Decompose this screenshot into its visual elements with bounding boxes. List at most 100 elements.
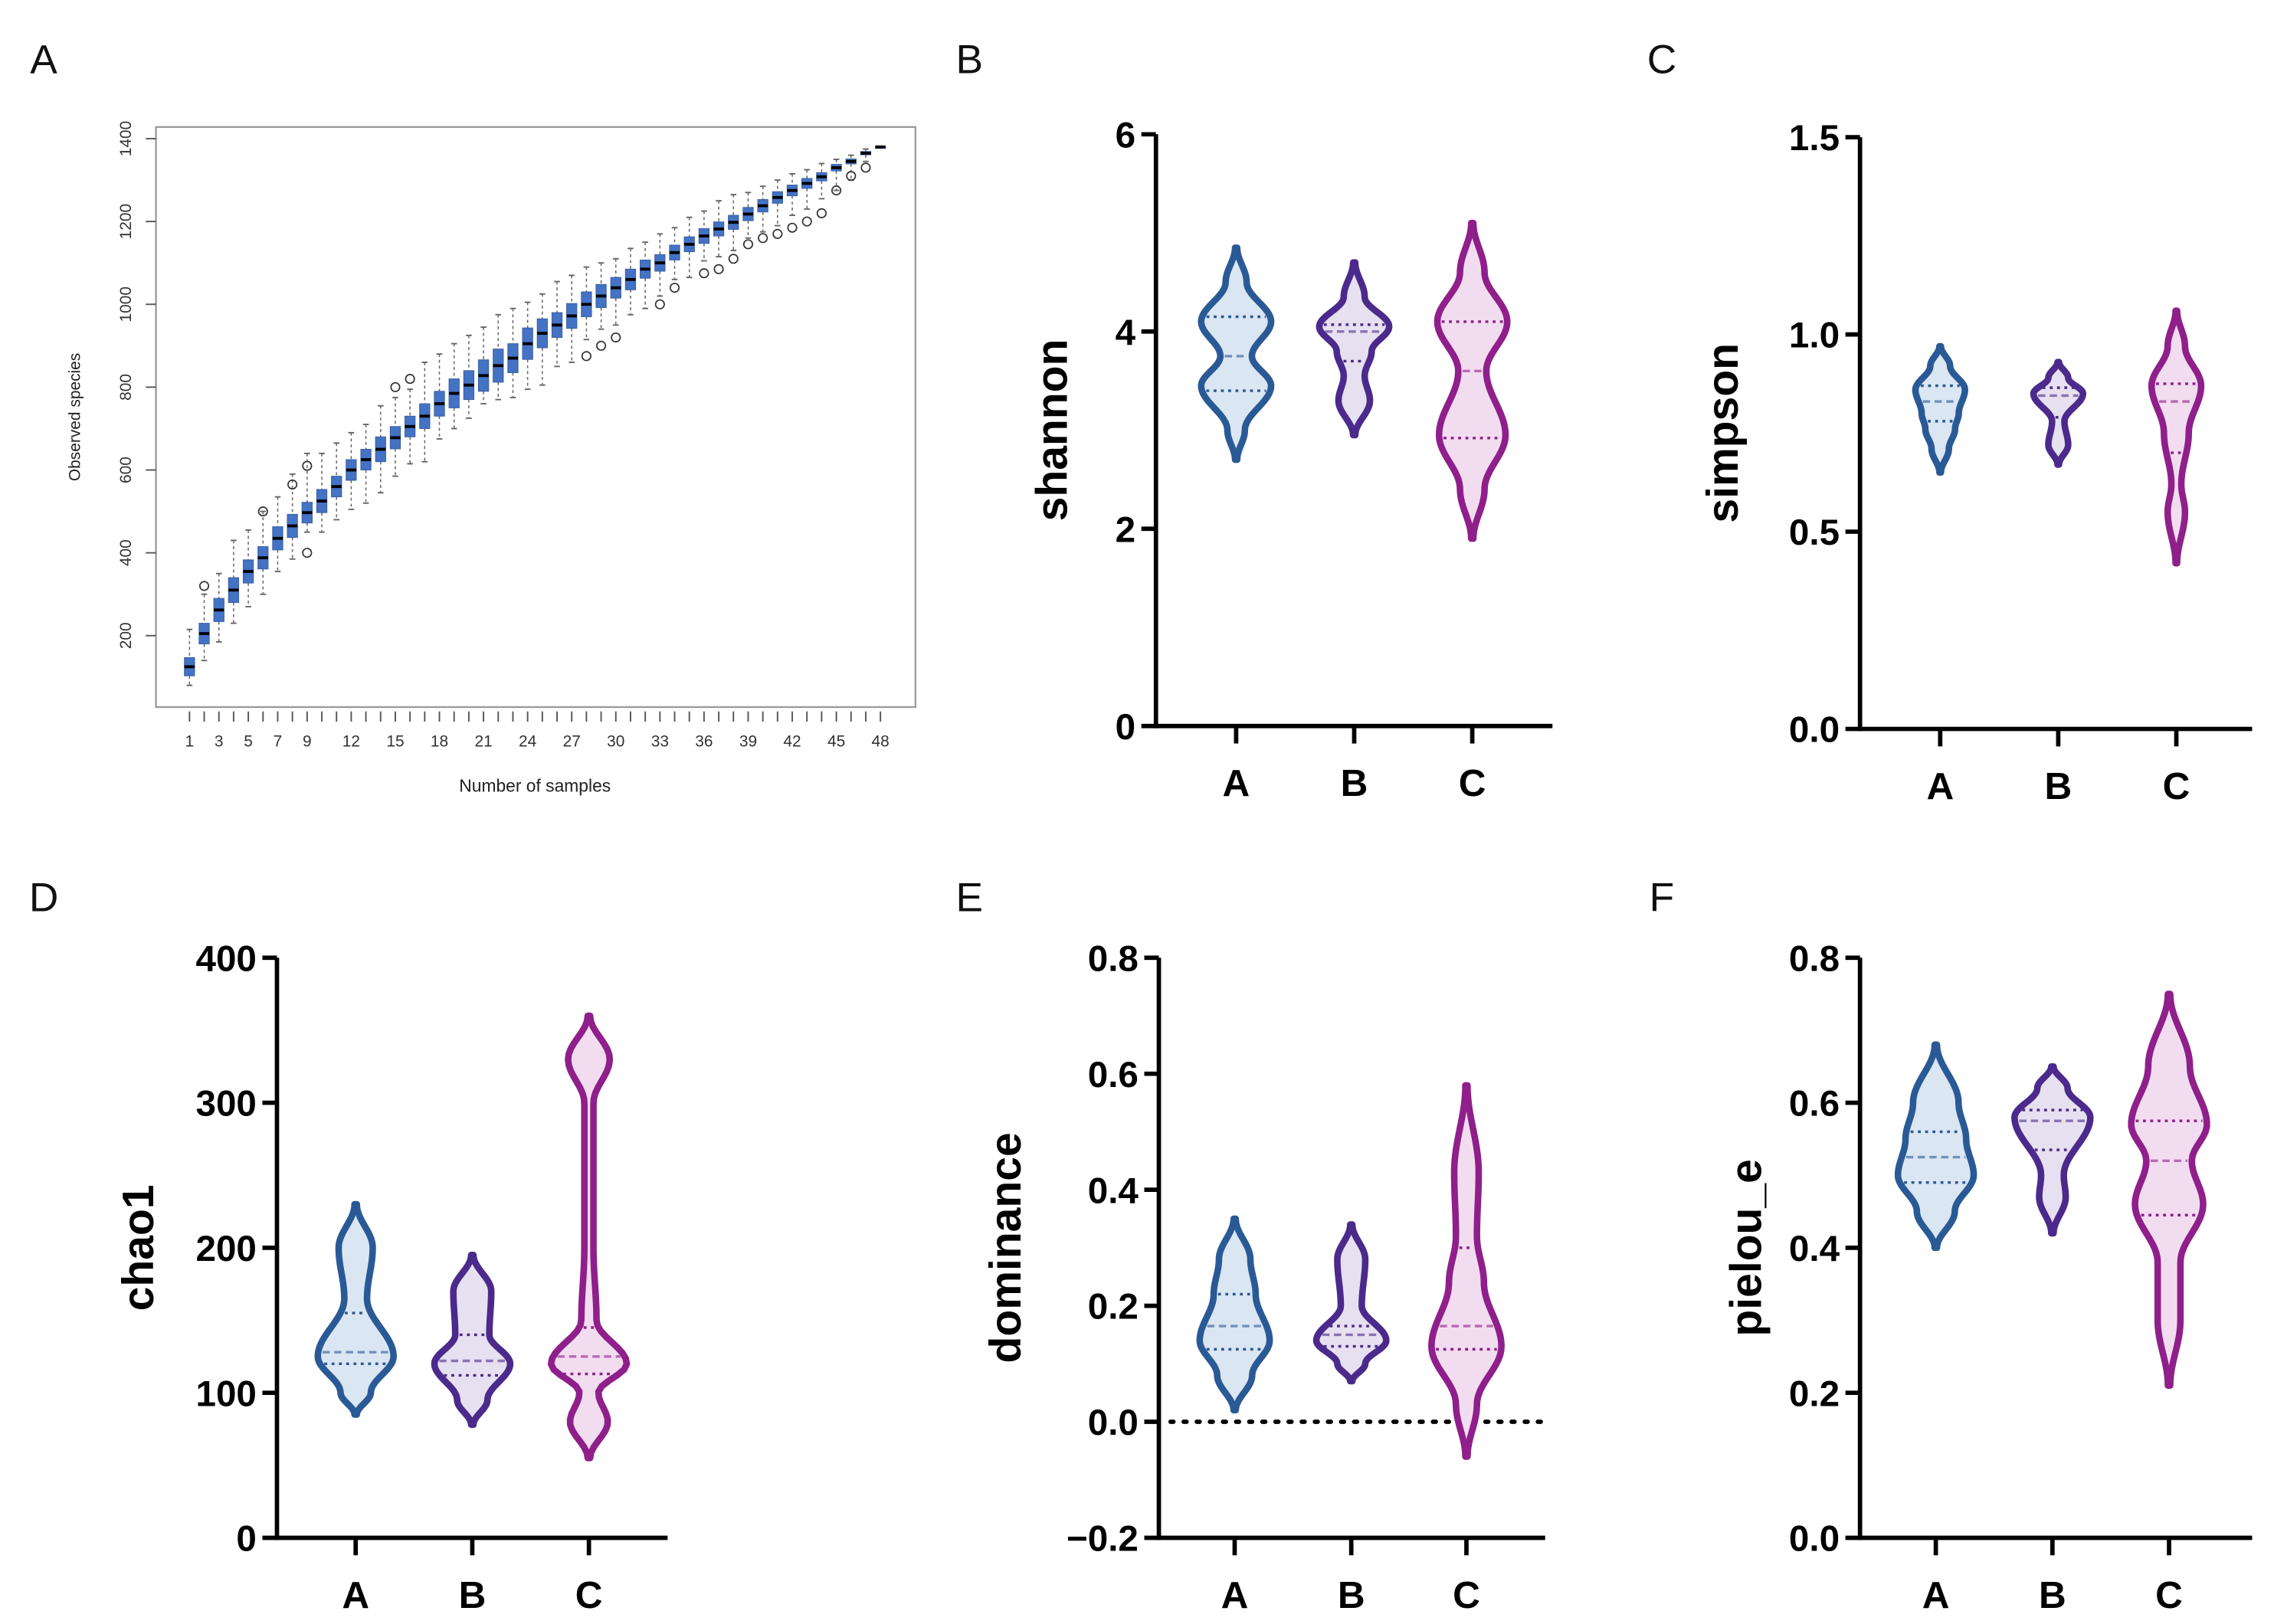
outlier-point — [581, 351, 591, 362]
panel-letter: E — [955, 875, 983, 920]
violin-B — [1312, 1221, 1390, 1385]
violin-A — [1912, 342, 1968, 476]
outlier-point — [758, 233, 768, 244]
outlier-point — [787, 222, 798, 233]
panel-letter: F — [1650, 875, 1675, 920]
x-tick-label: 33 — [651, 732, 669, 750]
x-tick-label: A — [342, 1574, 369, 1616]
x-tick-label: 9 — [303, 732, 312, 750]
y-tick-label: 0.2 — [1088, 1287, 1139, 1328]
y-tick-label: 0.8 — [1789, 938, 1840, 979]
x-tick-label: B — [1338, 1574, 1365, 1616]
violin-B — [1316, 259, 1393, 439]
violin-A — [1894, 1041, 1977, 1252]
x-tick-label: A — [1221, 1574, 1249, 1616]
x-tick-label: 42 — [783, 732, 801, 750]
y-tick-label: 0.6 — [1088, 1055, 1139, 1095]
violin-A — [1198, 244, 1275, 463]
violin-C — [2128, 990, 2210, 1389]
y-tick-label: 300 — [196, 1084, 257, 1125]
y-tick-label: 400 — [196, 938, 257, 979]
x-tick-label: B — [2045, 765, 2072, 807]
x-tick-label: 39 — [739, 732, 757, 750]
x-tick-label: 5 — [244, 732, 253, 750]
y-tick-label: 0.4 — [1088, 1171, 1139, 1211]
y-tick-label: 0.0 — [1088, 1403, 1139, 1443]
x-tick-label: 18 — [431, 732, 448, 750]
x-tick-label: 27 — [563, 732, 581, 750]
violin-B — [2011, 1062, 2094, 1237]
violin-C — [1428, 1082, 1505, 1460]
outlier-point — [669, 283, 680, 293]
outlier-point — [390, 381, 401, 392]
x-tick-label: 36 — [695, 732, 713, 750]
x-tick-label: 45 — [827, 732, 845, 750]
y-tick-label: 0.4 — [1789, 1229, 1840, 1269]
y-tick-label: 0.2 — [1789, 1374, 1840, 1414]
x-tick-label: A — [1922, 1574, 1950, 1616]
outlier-point — [302, 548, 313, 558]
outlier-point — [860, 162, 871, 173]
x-tick-label: A — [1926, 765, 1954, 807]
y-tick-label: 0.5 — [1789, 512, 1840, 553]
outlier-point — [742, 239, 754, 250]
outlier-point — [654, 299, 665, 309]
x-tick-label: 1 — [185, 732, 195, 750]
y-tick-label: 2 — [1116, 509, 1135, 550]
panel-letter: C — [1647, 37, 1676, 82]
panel-e-violin: −0.2 0.0 0.2 0.4 0.6 0.8 dominance A B C — [981, 938, 1548, 1616]
y-tick-label: 0.0 — [1789, 1519, 1840, 1560]
panel-c-violin: 0.0 0.5 1.0 1.5 simpson A B C — [1699, 118, 2253, 807]
outlier-point — [611, 332, 621, 343]
outlier-point — [713, 264, 724, 274]
outlier-point — [198, 581, 210, 591]
y-tick-label: 4 — [1116, 313, 1136, 353]
y-tick-label: 600 — [117, 457, 135, 483]
x-tick-label: C — [1453, 1574, 1480, 1616]
panel-f-violin: 0.0 0.2 0.4 0.6 0.8 pielou_e A B C — [1722, 938, 2253, 1616]
x-tick-label: A — [1223, 762, 1250, 804]
plot-frame — [155, 126, 916, 709]
y-tick-label: 1400 — [117, 121, 135, 157]
x-tick-label: C — [1459, 762, 1486, 804]
y-tick-label: 100 — [196, 1374, 257, 1414]
y-tick-label: 6 — [1116, 115, 1135, 156]
violin-B — [2030, 359, 2087, 468]
x-tick-label: 15 — [386, 732, 404, 750]
y-tick-label: −0.2 — [1067, 1519, 1139, 1560]
violin-C — [1434, 219, 1511, 542]
y-axis-label: dominance — [981, 1132, 1031, 1363]
x-tick-label: 3 — [215, 732, 224, 750]
outlier-point — [596, 340, 607, 351]
x-tick-label: B — [1341, 762, 1368, 804]
y-axis-label: simpson — [1699, 343, 1748, 523]
outlier-point — [728, 254, 739, 264]
y-axis-label: pielou_e — [1722, 1159, 1771, 1336]
outlier-point — [772, 228, 783, 239]
y-tick-label: 1.5 — [1789, 118, 1840, 159]
x-tick-label: C — [2155, 1574, 2183, 1616]
y-tick-label: 1.0 — [1789, 316, 1840, 356]
x-tick-label: 30 — [607, 732, 624, 750]
x-tick-label: 12 — [342, 732, 360, 750]
y-axis-label: chao1 — [114, 1184, 163, 1311]
panel-d-violin: 0 100 200 300 400 chao1 A B C — [114, 938, 668, 1616]
y-tick-label: 0 — [1116, 707, 1135, 748]
panel-letter: B — [955, 37, 983, 82]
outlier-point — [287, 479, 298, 490]
outlier-point — [801, 216, 812, 227]
outlier-point — [302, 460, 313, 471]
x-tick-label: 48 — [872, 732, 890, 750]
panel-b-violin: 0 2 4 6 shannon A B C — [1028, 115, 1553, 804]
y-tick-label: 1000 — [117, 286, 135, 323]
violin-A — [314, 1200, 397, 1418]
panel-a-boxplot: 200 400 600 800 1000 1200 1400 1 3 5 7 9 12 15 18 21 24 2… — [67, 121, 916, 795]
outlier-point — [257, 506, 268, 517]
y-axis-label: Observed species — [67, 353, 84, 481]
x-tick-label: 24 — [519, 732, 537, 750]
outlier-point — [831, 185, 842, 196]
y-tick-label: 1200 — [117, 204, 135, 240]
y-tick-label: 800 — [117, 374, 135, 401]
outlier-point — [699, 268, 709, 279]
y-tick-label: 200 — [117, 622, 135, 649]
